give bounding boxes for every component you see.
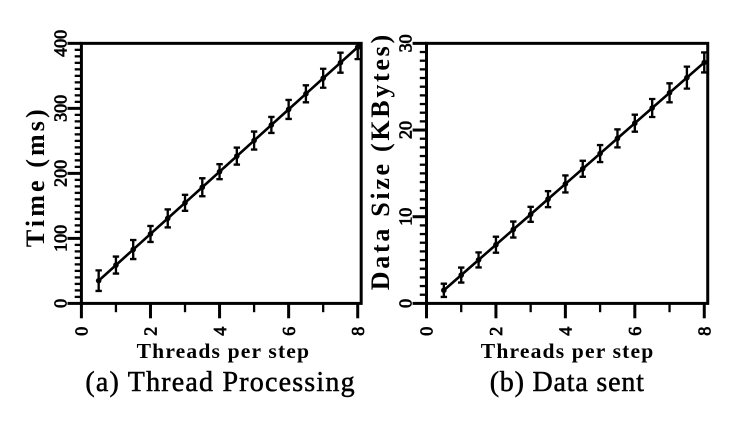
- svg-text:10: 10: [396, 208, 416, 226]
- svg-text:4: 4: [210, 327, 230, 336]
- svg-text:Threads per step: Threads per step: [481, 339, 655, 363]
- svg-text:(b) Data sent: (b) Data sent: [490, 367, 645, 398]
- svg-text:200: 200: [50, 160, 70, 187]
- svg-text:20: 20: [396, 121, 416, 139]
- svg-text:4: 4: [556, 327, 576, 336]
- svg-text:300: 300: [50, 95, 70, 122]
- svg-text:0: 0: [396, 299, 416, 308]
- svg-text:30: 30: [396, 34, 416, 52]
- svg-text:Threads per step: Threads per step: [137, 339, 311, 363]
- svg-text:Data Size (KBytes): Data Size (KBytes): [366, 32, 395, 290]
- svg-text:100: 100: [50, 225, 70, 252]
- svg-text:6: 6: [625, 327, 645, 336]
- svg-text:8: 8: [694, 327, 714, 336]
- svg-text:2: 2: [486, 327, 506, 336]
- svg-text:8: 8: [348, 327, 368, 336]
- svg-text:2: 2: [141, 327, 161, 336]
- svg-text:0: 0: [50, 299, 70, 308]
- svg-text:0: 0: [417, 327, 437, 336]
- svg-text:0: 0: [72, 327, 92, 336]
- svg-text:400: 400: [50, 30, 70, 57]
- svg-text:Time (ms): Time (ms): [21, 106, 50, 247]
- svg-text:6: 6: [279, 327, 299, 336]
- svg-text:(a) Thread Processing: (a) Thread Processing: [85, 367, 355, 398]
